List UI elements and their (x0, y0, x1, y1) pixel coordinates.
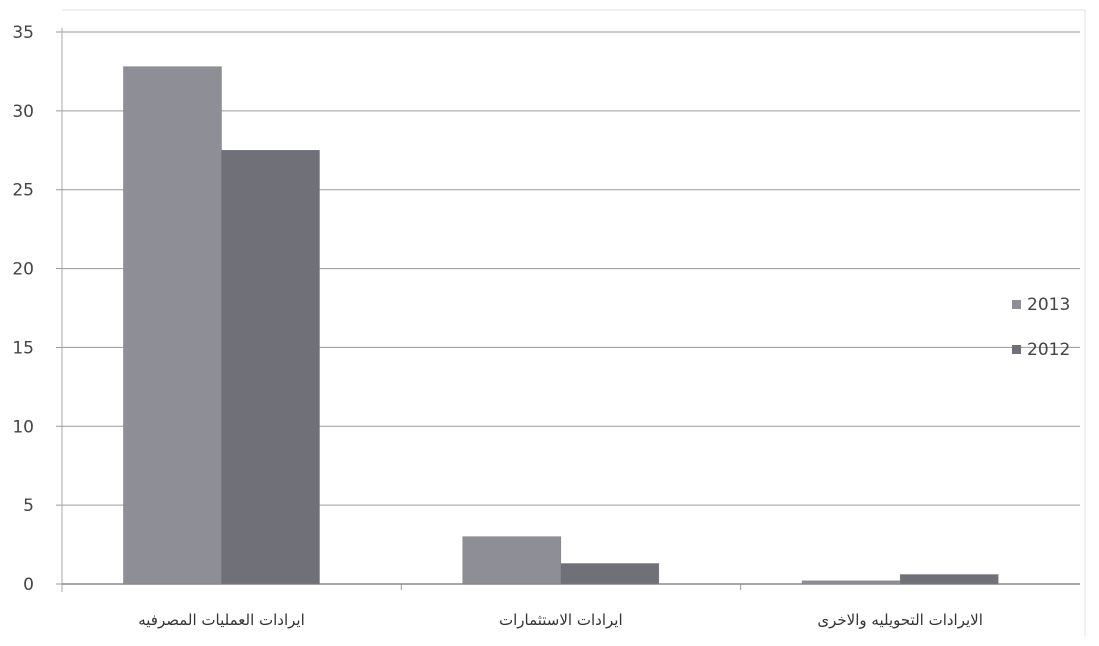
legend-swatch-2013 (1012, 300, 1021, 309)
y-axis-tick-labels: 0 5 10 15 20 25 30 35 (12, 23, 34, 595)
legend: 2013 2012 (1012, 295, 1070, 360)
legend-label-2012: 2012 (1027, 340, 1070, 360)
x-category-label: ايرادات الاستثمارات (499, 611, 623, 629)
legend-label-2013: 2013 (1027, 295, 1070, 315)
y-tick-label: 15 (12, 338, 34, 358)
y-tick-label: 30 (12, 102, 34, 122)
bar-2013-3 (801, 580, 901, 585)
bar-2012-1 (221, 150, 320, 585)
bar-2012-3 (899, 574, 999, 585)
y-tick-label: 5 (23, 496, 34, 516)
legend-swatch-2012 (1012, 345, 1021, 354)
x-category-label: الايرادات التحويليه والاخرى (817, 611, 983, 629)
y-tick-label: 20 (12, 260, 34, 280)
bar-2013-2 (462, 536, 562, 585)
bar-2013-1 (123, 66, 222, 585)
y-tick-label: 25 (12, 181, 34, 201)
y-tick-label: 10 (12, 417, 34, 437)
y-tick-label: 0 (23, 575, 34, 595)
bar-2012-2 (560, 563, 660, 585)
y-tick-label: 35 (12, 23, 34, 43)
x-axis-category-labels: ايرادات العمليات المصرفيه ايرادات الاستثم… (138, 611, 983, 629)
x-category-label: ايرادات العمليات المصرفيه (138, 611, 305, 629)
bars (123, 66, 999, 585)
